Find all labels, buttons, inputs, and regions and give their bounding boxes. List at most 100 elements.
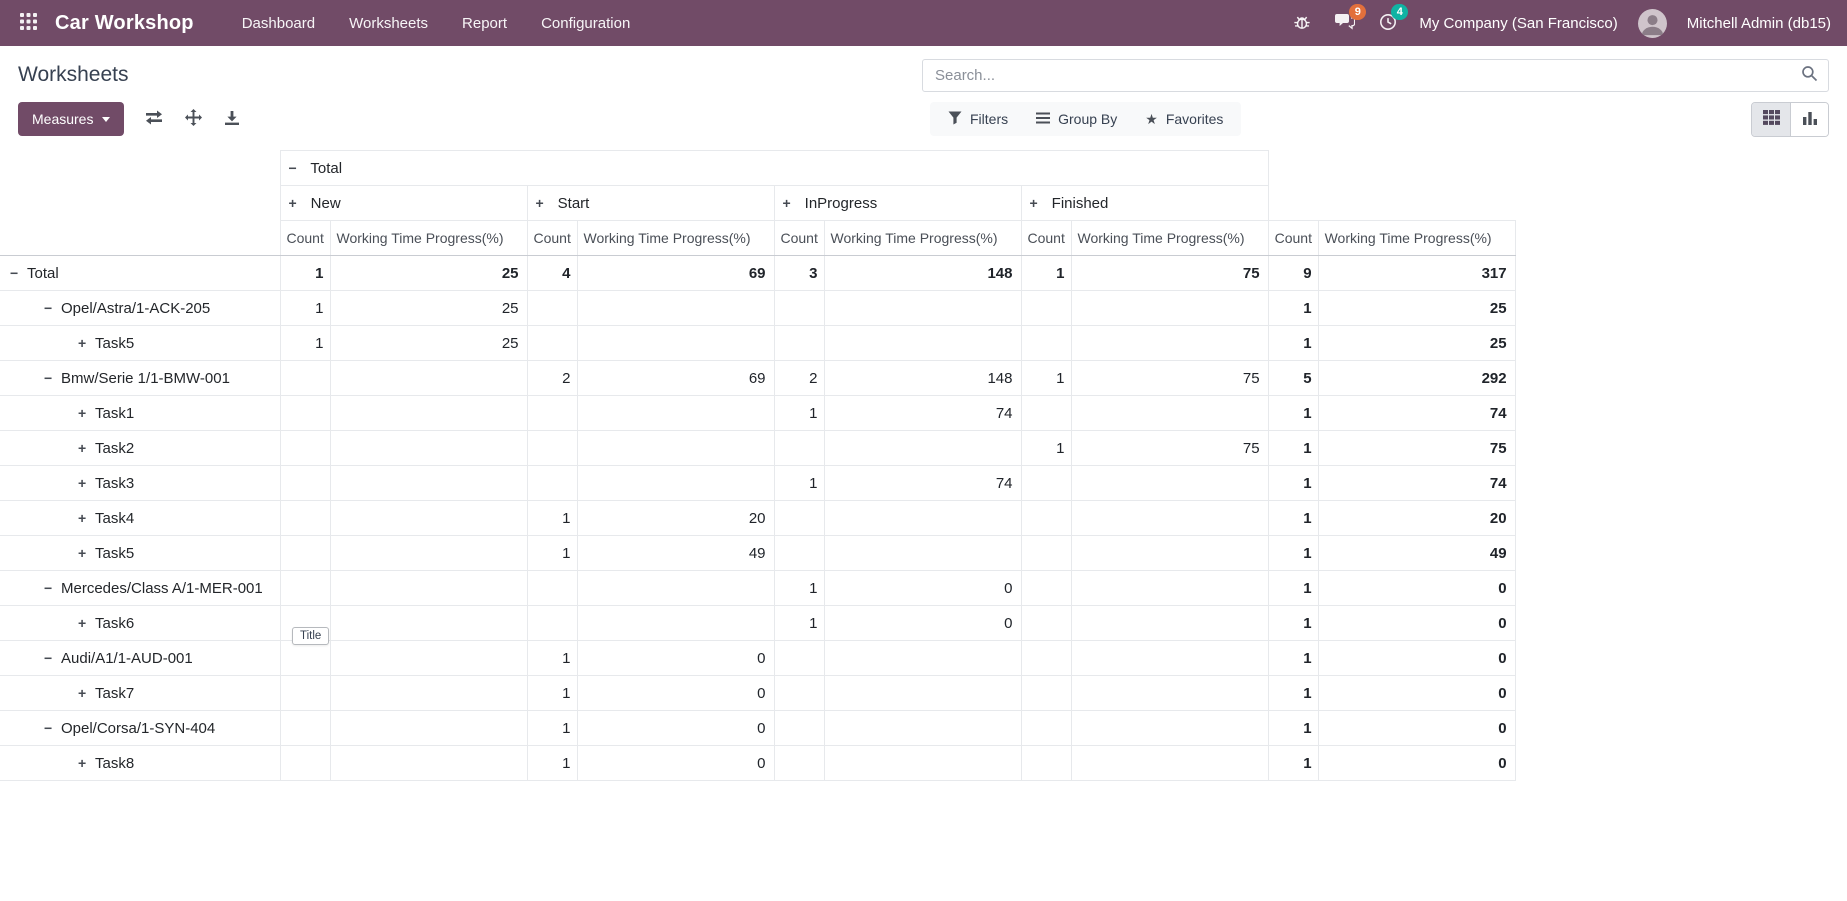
pivot-cell[interactable]: 1 bbox=[279, 325, 331, 361]
pivot-cell[interactable]: 74 bbox=[823, 465, 1022, 501]
row-header[interactable]: + Task4 bbox=[0, 500, 281, 536]
pivot-cell[interactable]: 20 bbox=[1317, 500, 1516, 536]
pivot-cell[interactable]: 25 bbox=[329, 325, 528, 361]
pivot-cell[interactable] bbox=[1070, 675, 1269, 711]
pivot-cell[interactable]: 0 bbox=[576, 675, 775, 711]
pivot-cell[interactable] bbox=[1070, 290, 1269, 326]
pivot-cell[interactable]: 1 bbox=[1267, 500, 1319, 536]
pivot-cell[interactable]: 0 bbox=[1317, 745, 1516, 781]
row-header[interactable]: + Task5 bbox=[0, 325, 281, 361]
colgroup-inprogress[interactable]: + InProgress bbox=[773, 185, 1022, 221]
pivot-cell[interactable]: 1 bbox=[1020, 360, 1072, 396]
pivot-cell[interactable]: 49 bbox=[576, 535, 775, 571]
pivot-cell[interactable] bbox=[279, 675, 331, 711]
pivot-cell[interactable]: 0 bbox=[1317, 605, 1516, 641]
pivot-cell[interactable] bbox=[1070, 640, 1269, 676]
pivot-cell[interactable] bbox=[279, 640, 331, 676]
pivot-cell[interactable]: 1 bbox=[773, 395, 825, 431]
pivot-cell[interactable] bbox=[279, 710, 331, 746]
pivot-cell[interactable]: 49 bbox=[1317, 535, 1516, 571]
pivot-cell[interactable]: 1 bbox=[773, 570, 825, 606]
pivot-cell[interactable] bbox=[823, 710, 1022, 746]
user-avatar[interactable] bbox=[1637, 8, 1667, 38]
pivot-cell[interactable]: 25 bbox=[1317, 290, 1516, 326]
pivot-cell[interactable] bbox=[526, 570, 578, 606]
pivot-cell[interactable] bbox=[823, 500, 1022, 536]
favorites-button[interactable]: ★ Favorites bbox=[1131, 102, 1237, 136]
pivot-cell[interactable]: 1 bbox=[1267, 675, 1319, 711]
graph-view-button[interactable] bbox=[1790, 102, 1828, 136]
pivot-cell[interactable] bbox=[526, 605, 578, 641]
pivot-cell[interactable] bbox=[1070, 535, 1269, 571]
pivot-cell[interactable] bbox=[1020, 640, 1072, 676]
pivot-cell[interactable] bbox=[329, 430, 528, 466]
pivot-cell[interactable] bbox=[329, 500, 528, 536]
measure-header-count[interactable]: Count bbox=[526, 220, 578, 256]
measure-header-progress[interactable]: Working Time Progress(%) bbox=[576, 220, 775, 256]
pivot-cell[interactable]: 1 bbox=[526, 745, 578, 781]
pivot-cell[interactable]: 1 bbox=[1267, 430, 1319, 466]
pivot-cell[interactable]: 9 bbox=[1267, 255, 1319, 291]
pivot-cell[interactable]: 317 bbox=[1317, 255, 1516, 291]
row-header[interactable]: + Task5 bbox=[0, 535, 281, 571]
pivot-cell[interactable] bbox=[576, 605, 775, 641]
pivot-cell[interactable]: 2 bbox=[773, 360, 825, 396]
pivot-cell[interactable] bbox=[279, 430, 331, 466]
pivot-cell[interactable]: 1 bbox=[526, 675, 578, 711]
pivot-cell[interactable] bbox=[329, 640, 528, 676]
pivot-cell[interactable]: 1 bbox=[1267, 605, 1319, 641]
pivot-cell[interactable]: 1 bbox=[1267, 570, 1319, 606]
row-header[interactable]: − Opel/Corsa/1-SYN-404 bbox=[0, 710, 281, 746]
pivot-cell[interactable]: 1 bbox=[1267, 535, 1319, 571]
expand-all-button[interactable] bbox=[180, 104, 207, 134]
measure-header-count[interactable]: Count bbox=[773, 220, 825, 256]
pivot-cell[interactable] bbox=[279, 360, 331, 396]
row-header[interactable]: + Task8 bbox=[0, 745, 281, 781]
pivot-cell[interactable] bbox=[279, 465, 331, 501]
pivot-cell[interactable] bbox=[1020, 500, 1072, 536]
pivot-cell[interactable] bbox=[773, 430, 825, 466]
pivot-cell[interactable]: 74 bbox=[1317, 465, 1516, 501]
pivot-cell[interactable]: 0 bbox=[1317, 570, 1516, 606]
pivot-cell[interactable]: 5 bbox=[1267, 360, 1319, 396]
app-title[interactable]: Car Workshop bbox=[55, 11, 194, 34]
pivot-cell[interactable]: 4 bbox=[526, 255, 578, 291]
pivot-cell[interactable]: 0 bbox=[576, 640, 775, 676]
row-header[interactable]: + Task3 bbox=[0, 465, 281, 501]
company-switcher[interactable]: My Company (San Francisco) bbox=[1419, 14, 1618, 32]
measure-header-count[interactable]: Count bbox=[279, 220, 331, 256]
colgroup-finished[interactable]: + Finished bbox=[1020, 185, 1269, 221]
pivot-cell[interactable]: 1 bbox=[1267, 325, 1319, 361]
pivot-cell[interactable]: 74 bbox=[1317, 395, 1516, 431]
pivot-cell[interactable] bbox=[526, 465, 578, 501]
pivot-cell[interactable] bbox=[329, 360, 528, 396]
row-header[interactable]: − Audi/A1/1-AUD-001 bbox=[0, 640, 281, 676]
pivot-cell[interactable] bbox=[773, 675, 825, 711]
pivot-cell[interactable] bbox=[526, 290, 578, 326]
pivot-cell[interactable]: 75 bbox=[1070, 430, 1269, 466]
pivot-cell[interactable]: 69 bbox=[576, 360, 775, 396]
group-by-button[interactable]: Group By bbox=[1022, 102, 1131, 136]
pivot-cell[interactable] bbox=[1020, 465, 1072, 501]
pivot-cell[interactable] bbox=[279, 570, 331, 606]
pivot-cell[interactable]: 0 bbox=[576, 745, 775, 781]
pivot-cell[interactable] bbox=[1070, 325, 1269, 361]
filters-button[interactable]: Filters bbox=[934, 102, 1022, 136]
messages-button[interactable]: 9 bbox=[1333, 3, 1367, 36]
pivot-cell[interactable] bbox=[329, 710, 528, 746]
pivot-cell[interactable] bbox=[823, 675, 1022, 711]
pivot-cell[interactable] bbox=[329, 535, 528, 571]
pivot-cell[interactable]: 148 bbox=[823, 360, 1022, 396]
pivot-cell[interactable]: 0 bbox=[1317, 675, 1516, 711]
pivot-cell[interactable]: 1 bbox=[1267, 290, 1319, 326]
row-header[interactable]: + Task1 bbox=[0, 395, 281, 431]
pivot-cell[interactable]: 74 bbox=[823, 395, 1022, 431]
pivot-cell[interactable] bbox=[1070, 500, 1269, 536]
pivot-cell[interactable] bbox=[773, 535, 825, 571]
pivot-cell[interactable] bbox=[526, 395, 578, 431]
colgroup-start[interactable]: + Start bbox=[526, 185, 775, 221]
pivot-cell[interactable]: 148 bbox=[823, 255, 1022, 291]
pivot-cell[interactable] bbox=[576, 570, 775, 606]
pivot-cell[interactable] bbox=[576, 325, 775, 361]
pivot-cell[interactable]: 1 bbox=[526, 710, 578, 746]
